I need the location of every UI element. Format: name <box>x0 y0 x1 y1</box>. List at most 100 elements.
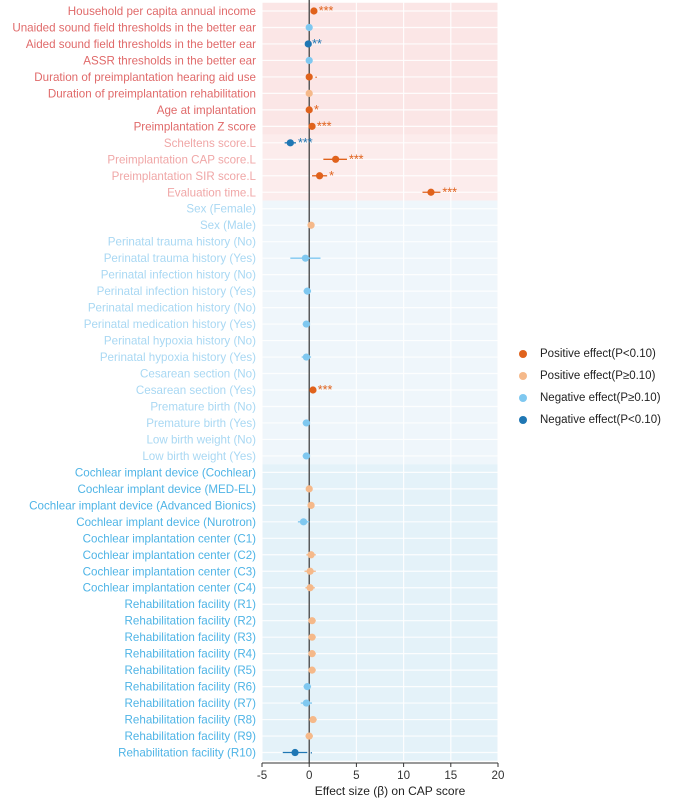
x-tick-label: 5 <box>353 769 359 782</box>
y-tick-label: Rehabilitation facility (R7) <box>125 697 257 710</box>
effect-point <box>307 551 315 559</box>
x-axis-title: Effect size (β) on CAP score <box>315 784 466 798</box>
effect-point <box>309 715 317 724</box>
significance-marker: * <box>314 103 319 117</box>
effect-point <box>305 485 313 493</box>
y-tick-label: Rehabilitation facility (R2) <box>125 615 257 628</box>
y-tick-label: Cochlear implant device (Advanced Bionic… <box>29 499 256 512</box>
y-tick-label: Evaluation time.L <box>167 186 256 199</box>
gridlines <box>261 0 499 763</box>
y-tick-label: Rehabilitation facility (R10) <box>118 747 256 760</box>
y-tick-label: Cochlear implantation center (C2) <box>83 549 256 562</box>
significance-marker: *** <box>298 136 313 150</box>
effect-point <box>308 617 316 625</box>
y-tick-label: Household per capita annual income <box>68 5 256 18</box>
effect-point <box>427 188 435 196</box>
effect-point <box>302 699 310 707</box>
y-tick-label: Rehabilitation facility (R9) <box>125 730 257 743</box>
y-tick-label: Perinatal infection history (Yes) <box>97 285 257 298</box>
significance-marker: *** <box>317 119 332 133</box>
y-tick-label: Perinatal trauma history (Yes) <box>104 252 256 265</box>
effect-point <box>305 732 313 740</box>
significance-marker: *** <box>319 4 334 18</box>
legend-label: Positive effect(P<0.10) <box>540 348 656 360</box>
legend-item: Negative effect(P<0.10) <box>516 409 661 431</box>
effect-point <box>305 89 313 97</box>
effect-point <box>308 650 316 658</box>
x-tick-label: 15 <box>444 769 457 782</box>
legend-dot-negative-nonsignificant <box>519 394 527 402</box>
effect-point <box>307 221 315 229</box>
legend-label: Negative effect(P<0.10) <box>540 414 661 426</box>
effect-point <box>308 666 316 674</box>
effect-point <box>302 419 310 427</box>
effect-point <box>286 139 294 147</box>
group-band <box>262 134 498 201</box>
y-axis-labels: Household per capita annual income Unaide… <box>12 5 256 760</box>
effect-point <box>291 748 299 757</box>
group-band <box>262 200 498 465</box>
y-tick-label: Rehabilitation facility (R4) <box>125 648 257 661</box>
significance-marker: *** <box>318 383 333 397</box>
x-axis: -5 0 5 10 15 20 <box>257 762 504 782</box>
y-tick-label: Cesarean section (No) <box>140 368 256 381</box>
y-tick-label: Cochlear implantation center (C3) <box>83 565 256 578</box>
effect-point <box>315 172 324 180</box>
effect-point <box>305 56 313 65</box>
significance-marker: *** <box>442 185 457 199</box>
effect-point <box>302 353 310 361</box>
y-tick-label: Perinatal hypoxia history (No) <box>104 335 256 348</box>
significance-marker: *** <box>349 152 364 166</box>
effect-point <box>307 501 315 509</box>
effect-point <box>332 155 340 163</box>
significance-marker: ** <box>312 37 322 51</box>
effect-point <box>304 40 312 48</box>
y-tick-label: Rehabilitation facility (R8) <box>125 714 257 727</box>
group-bands <box>262 2 498 761</box>
legend-item: Negative effect(P≥0.10) <box>516 387 661 409</box>
y-tick-label: Rehabilitation facility (R1) <box>125 598 257 611</box>
y-tick-label: Cochlear implant device (MED-EL) <box>78 483 257 496</box>
y-tick-label: Sex (Female) <box>186 203 256 216</box>
y-tick-label: Perinatal infection history (No) <box>101 269 256 282</box>
legend-dot-positive-nonsignificant <box>519 372 527 380</box>
effect-point <box>303 683 311 691</box>
legend-label: Positive effect(P≥0.10) <box>540 370 656 382</box>
y-tick-label: Perinatal hypoxia history (Yes) <box>100 351 256 364</box>
effect-point <box>306 584 314 592</box>
y-tick-label: Age at implantation <box>157 104 256 117</box>
legend: Positive effect(P<0.10) Positive effect(… <box>516 343 661 431</box>
y-tick-label: Duration of preimplantation rehabilitati… <box>48 87 256 100</box>
y-tick-label: Rehabilitation facility (R6) <box>125 681 257 694</box>
y-tick-label: Sex (Male) <box>200 219 256 232</box>
y-tick-label: Cochlear implant device (Nurotron) <box>76 516 256 529</box>
significance-marker: · <box>309 746 313 760</box>
effect-point <box>308 633 316 641</box>
effect-point <box>310 7 318 15</box>
legend-dot-positive-significant <box>519 350 527 358</box>
effect-point <box>302 452 310 460</box>
effect-point <box>308 122 316 130</box>
y-tick-label: Rehabilitation facility (R3) <box>125 631 257 644</box>
y-tick-label: Perinatal trauma history (No) <box>108 236 256 249</box>
y-tick-label: Low birth weight (Yes) <box>142 450 256 463</box>
legend-dot-negative-significant <box>519 416 527 424</box>
data-marks: *****·*****************· <box>282 4 457 760</box>
y-tick-label: Low birth weight (No) <box>146 433 256 446</box>
y-tick-label: Perinatal medication history (Yes) <box>84 318 256 331</box>
effect-point <box>299 518 308 526</box>
legend-item: Positive effect(P<0.10) <box>516 343 661 365</box>
y-tick-label: Cochlear implant device (Cochlear) <box>75 466 256 479</box>
significance-marker: · <box>314 70 318 84</box>
significance-marker: * <box>329 169 334 183</box>
x-tick-label: 0 <box>306 769 312 782</box>
legend-item: Positive effect(P≥0.10) <box>516 365 661 387</box>
legend-label: Negative effect(P≥0.10) <box>540 392 661 404</box>
y-tick-label: ASSR thresholds in the better ear <box>83 54 256 67</box>
effect-point <box>305 23 313 32</box>
y-tick-label: Premature birth (Yes) <box>146 417 256 430</box>
y-tick-label: Duration of preimplantation hearing aid … <box>34 71 256 84</box>
y-tick-label: Preimplantation SIR score.L <box>112 170 257 183</box>
y-tick-label: Preimplantation Z score <box>134 120 256 133</box>
